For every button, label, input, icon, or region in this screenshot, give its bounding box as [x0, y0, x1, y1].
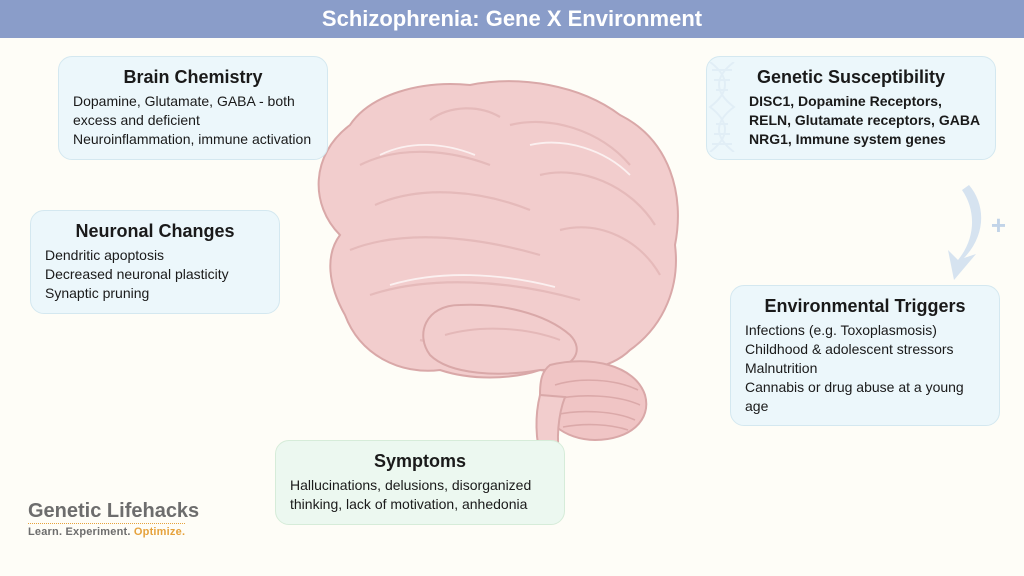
dna-helix-icon: [702, 62, 742, 152]
box-body: Hallucinations, delusions, disorganized …: [290, 476, 550, 514]
logo-tagline: Learn. Experiment. Optimize.: [28, 523, 185, 538]
page-title: Schizophrenia: Gene X Environment: [322, 6, 702, 32]
box-title: Environmental Triggers: [745, 296, 985, 317]
box-brain-chemistry: Brain Chemistry Dopamine, Glutamate, GAB…: [58, 56, 328, 160]
box-body: Dopamine, Glutamate, GABA - both excess …: [73, 92, 313, 149]
brand-logo: Genetic Lifehacks Learn. Experiment. Opt…: [28, 500, 199, 538]
box-title: Neuronal Changes: [45, 221, 265, 242]
box-environmental-triggers: Environmental Triggers Infections (e.g. …: [730, 285, 1000, 426]
box-body: Dendritic apoptosisDecreased neuronal pl…: [45, 246, 265, 303]
logo-main-text: Genetic Lifehacks: [28, 500, 199, 523]
box-symptoms: Symptoms Hallucinations, delusions, diso…: [275, 440, 565, 525]
box-neuronal-changes: Neuronal Changes Dendritic apoptosisDecr…: [30, 210, 280, 314]
box-body: DISC1, Dopamine Receptors,RELN, Glutamat…: [721, 92, 981, 149]
box-title: Genetic Susceptibility: [721, 67, 981, 88]
box-body: Infections (e.g. Toxoplasmosis)Childhood…: [745, 321, 985, 415]
brain-illustration: [280, 55, 700, 465]
plus-icon: +: [991, 210, 1006, 241]
box-genetic-susceptibility: Genetic Susceptibility DISC1, Dopamine R…: [706, 56, 996, 160]
flow-arrow-icon: [924, 180, 994, 290]
header-bar: Schizophrenia: Gene X Environment: [0, 0, 1024, 38]
box-title: Symptoms: [290, 451, 550, 472]
box-title: Brain Chemistry: [73, 67, 313, 88]
